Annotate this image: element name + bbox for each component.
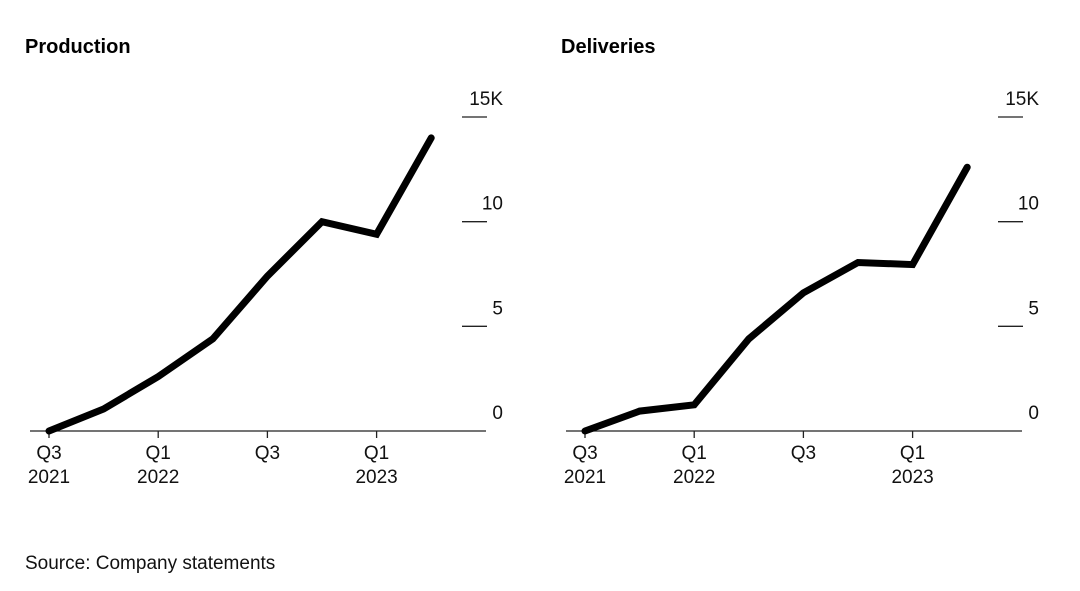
deliveries-x-tick-label-year: 2021 [564,467,606,488]
deliveries-x-tick-label: Q3 [572,443,597,464]
deliveries-y-tick-label: 10 [1018,194,1039,215]
production-y-tick-label: 15K [469,89,503,110]
production-x-tick-label: Q3 [36,443,61,464]
production-x-tick-label: Q1 [364,443,389,464]
deliveries-x-tick-label-year: 2023 [891,467,933,488]
production-chart-title: Production [25,36,131,58]
deliveries-y-tick-label: 0 [1028,403,1039,424]
production-x-tick-label-year: 2023 [355,467,397,488]
production-x-tick-label-year: 2022 [137,467,179,488]
source-note: Source: Company statements [25,553,276,574]
deliveries-y-tick-label: 5 [1028,298,1039,319]
deliveries-x-tick-label: Q1 [682,443,707,464]
deliveries-y-tick-label: 15K [1005,89,1039,110]
deliveries-x-tick-label: Q1 [900,443,925,464]
production-x-tick-label: Q1 [146,443,171,464]
deliveries-chart-title: Deliveries [561,36,656,58]
deliveries-x-tick-label-year: 2022 [673,467,715,488]
deliveries-series-line [581,163,971,435]
production-series-line [45,134,435,435]
production-y-tick-label: 10 [482,194,503,215]
deliveries-x-tick-label: Q3 [791,443,816,464]
production-y-tick-label: 0 [492,403,503,424]
production-y-tick-label: 5 [492,298,503,319]
production-x-tick-label: Q3 [255,443,280,464]
production-x-tick-label-year: 2021 [28,467,70,488]
